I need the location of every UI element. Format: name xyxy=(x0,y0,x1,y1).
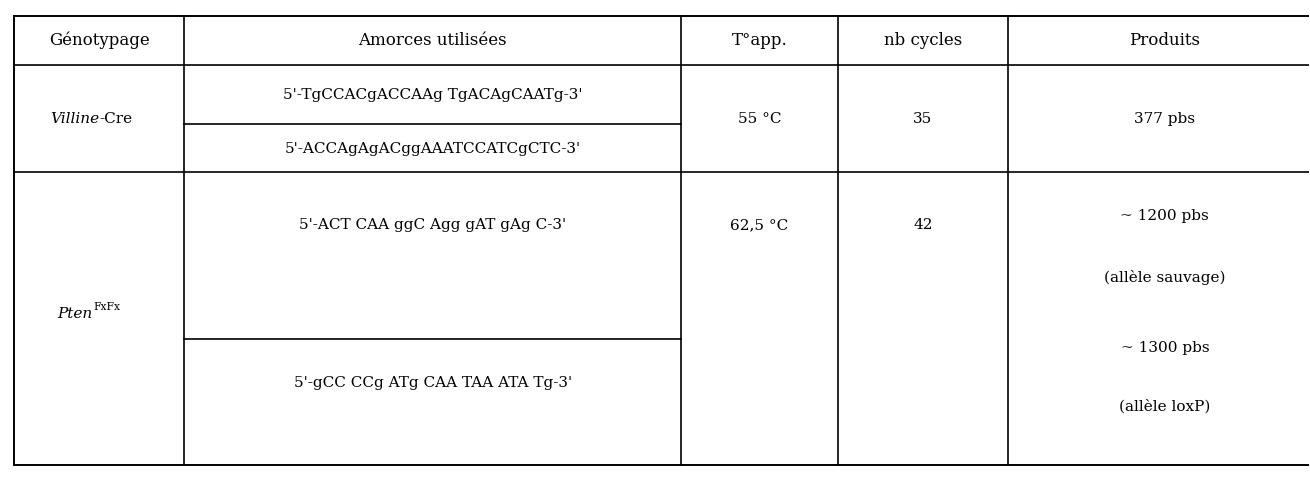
Text: nb cycles: nb cycles xyxy=(884,32,962,49)
Text: 62,5 °C: 62,5 °C xyxy=(731,218,789,232)
Text: (allèle loxP): (allèle loxP) xyxy=(1119,400,1210,414)
Text: Villine: Villine xyxy=(50,111,100,126)
Text: FxFx: FxFx xyxy=(93,301,121,311)
Text: ~ 1300 pbs: ~ 1300 pbs xyxy=(1120,341,1209,355)
Text: 35: 35 xyxy=(913,111,933,126)
Text: Génotypage: Génotypage xyxy=(48,32,149,49)
Text: T°app.: T°app. xyxy=(732,32,787,49)
Text: ~ 1200 pbs: ~ 1200 pbs xyxy=(1120,209,1209,223)
Text: 377 pbs: 377 pbs xyxy=(1134,111,1195,126)
Text: -Cre: -Cre xyxy=(100,111,132,126)
Text: Amorces utilisées: Amorces utilisées xyxy=(359,32,507,49)
Text: Pten: Pten xyxy=(58,307,93,321)
Text: 5'-TgCCACgACCAAg TgACAgCAATg-3': 5'-TgCCACgACCAAg TgACAgCAATg-3' xyxy=(283,88,583,102)
Text: 5'-gCC CCg ATg CAA TAA ATA Tg-3': 5'-gCC CCg ATg CAA TAA ATA Tg-3' xyxy=(293,376,572,390)
Text: 55 °C: 55 °C xyxy=(738,111,781,126)
Text: (allèle sauvage): (allèle sauvage) xyxy=(1104,270,1226,285)
Text: 5'-ACCAgAgACggAAATCCATCgCTC-3': 5'-ACCAgAgACggAAATCCATCgCTC-3' xyxy=(284,141,580,156)
Text: Produits: Produits xyxy=(1129,32,1200,49)
Text: 5'-ACT CAA ggC Agg gAT gAg C-3': 5'-ACT CAA ggC Agg gAT gAg C-3' xyxy=(299,218,566,232)
Text: 42: 42 xyxy=(913,218,933,232)
